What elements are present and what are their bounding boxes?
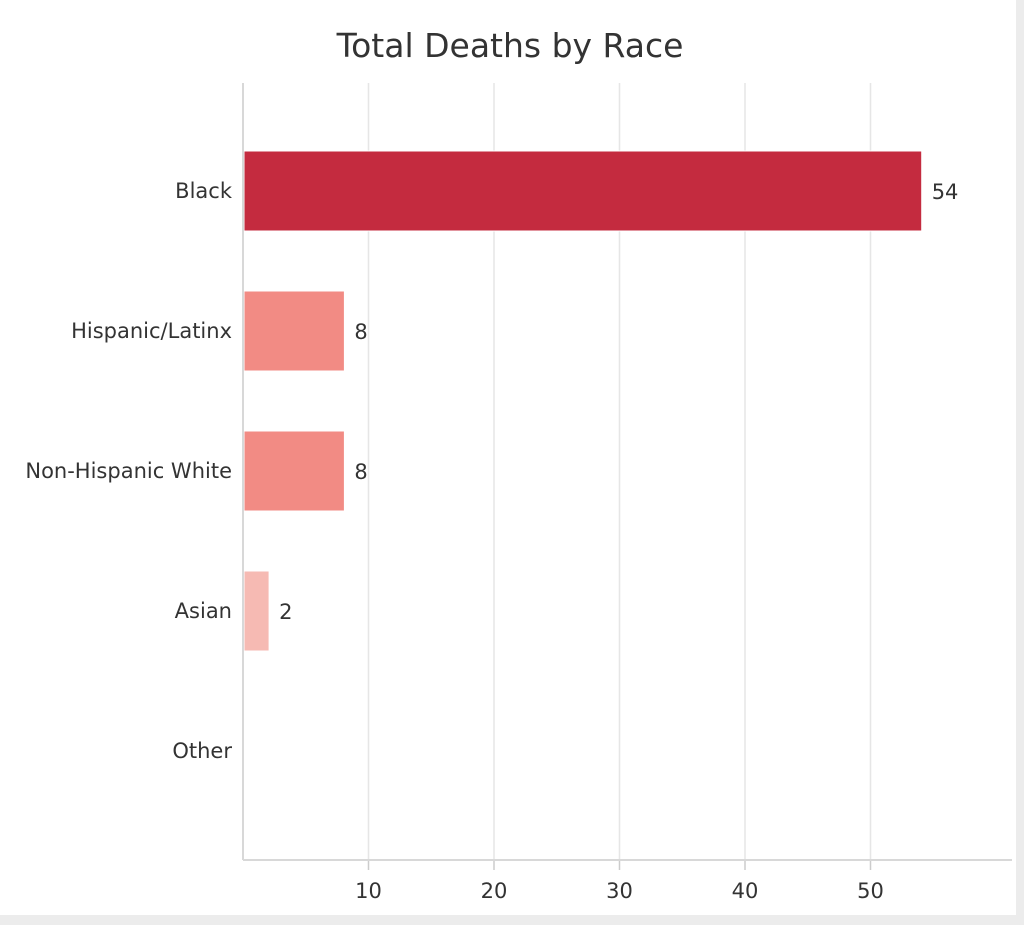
category-label: Black: [175, 179, 233, 203]
data-label: 8: [354, 460, 367, 484]
data-label: 8: [354, 320, 367, 344]
category-label: Hispanic/Latinx: [71, 319, 232, 343]
x-tick-label: 30: [606, 879, 633, 903]
x-tick-label: 40: [732, 879, 759, 903]
data-label: 2: [279, 600, 292, 624]
chart-title: Total Deaths by Race: [336, 26, 684, 65]
x-tick-label: 20: [481, 879, 508, 903]
category-label: Non-Hispanic White: [25, 459, 232, 483]
category-label: Other: [172, 739, 232, 763]
bar-non-hispanic-white: [243, 430, 345, 512]
bar-black: [243, 150, 923, 232]
bars: [243, 150, 923, 652]
bar-asian: [243, 570, 270, 652]
data-label: 54: [932, 180, 959, 204]
x-tick-label: 50: [857, 879, 884, 903]
bar-hispanic-latinx: [243, 290, 345, 372]
x-tick-label: 10: [355, 879, 382, 903]
category-label: Asian: [175, 599, 232, 623]
labels: 10 20 30 40 50 Black 54 Hispanic/Latinx 8 Non-His…: [25, 179, 958, 903]
